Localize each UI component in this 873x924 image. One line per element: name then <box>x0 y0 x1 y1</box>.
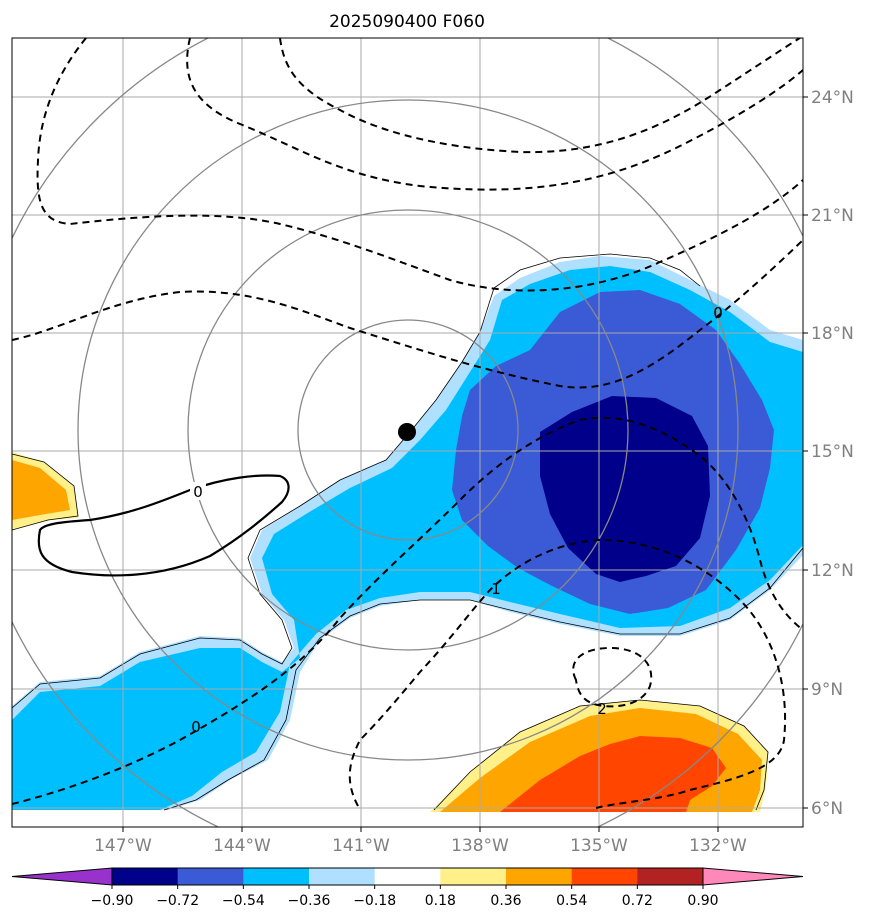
colorbar-frame <box>111 867 704 886</box>
colorbar-tick-label: −0.36 <box>288 893 331 909</box>
y-tick-label: 18°N <box>811 324 854 344</box>
colorbar-tick-label: 0.36 <box>490 893 521 909</box>
map-frame <box>11 37 804 828</box>
x-tick-label: 144°W <box>213 836 271 856</box>
range-rings <box>12 38 803 827</box>
gridlines <box>12 38 803 827</box>
colorbar-segment <box>309 868 376 885</box>
storm-center-marker <box>398 423 416 441</box>
colorbar-segment <box>112 868 179 885</box>
contour-label: 1 <box>491 580 501 598</box>
dashed-contours <box>12 38 803 809</box>
colorbar: −0.90 −0.72 −0.54 −0.36 −0.18 0.18 0.36 0.54 0.7… <box>11 867 804 909</box>
y-tick-label: 6°N <box>811 799 843 819</box>
colorbar-tick-label: 0.18 <box>425 893 456 909</box>
x-tick-label: 141°W <box>332 836 390 856</box>
x-tick-label: 138°W <box>451 836 509 856</box>
colorbar-segment <box>243 868 310 885</box>
shade-navy <box>540 396 710 582</box>
x-tick-label: 147°W <box>94 836 152 856</box>
y-tick-label: 12°N <box>811 561 854 581</box>
colorbar-tick-label: 0.72 <box>622 893 653 909</box>
y-tick-label: 9°N <box>811 680 843 700</box>
x-tick-label: 135°W <box>570 836 628 856</box>
colorbar-segment <box>374 868 441 885</box>
colorbar-tick-label: 0.54 <box>556 893 587 909</box>
colorbar-segment <box>506 868 573 885</box>
y-tick-label: 21°N <box>811 206 854 226</box>
contour-label: 2 <box>597 700 607 718</box>
shade-red <box>500 736 726 812</box>
colorbar-tick-label: −0.18 <box>353 893 396 909</box>
contour-label: 0 <box>193 483 203 501</box>
contour-label-bg <box>190 482 206 500</box>
colorbar-segment <box>571 868 638 885</box>
contour-label: 0 <box>191 718 201 736</box>
colorbar-tick-label: −0.72 <box>156 893 199 909</box>
chart-title: 2025090400 F060 <box>329 12 485 32</box>
x-tick-label: 132°W <box>689 836 747 856</box>
colorbar-tick-label: −0.90 <box>91 893 134 909</box>
colorbar-segment <box>177 868 244 885</box>
colorbar-extend-low <box>11 867 113 886</box>
thin-contours <box>12 253 803 811</box>
colorbar-segment <box>637 868 704 885</box>
y-tick-label: 15°N <box>811 442 854 462</box>
colorbar-tick-label: 0.90 <box>687 893 718 909</box>
solid-contour <box>37 474 290 577</box>
axis-ticks <box>122 96 808 832</box>
y-tick-label: 24°N <box>811 88 854 108</box>
colorbar-segment <box>440 868 507 885</box>
shade-left-orange <box>12 460 70 520</box>
map-area: 0 0 0 1 2 <box>12 38 803 827</box>
colorbar-extend-high <box>702 867 804 886</box>
contour-label: 0 <box>713 304 723 322</box>
colorbar-tick-label: −0.54 <box>222 893 265 909</box>
